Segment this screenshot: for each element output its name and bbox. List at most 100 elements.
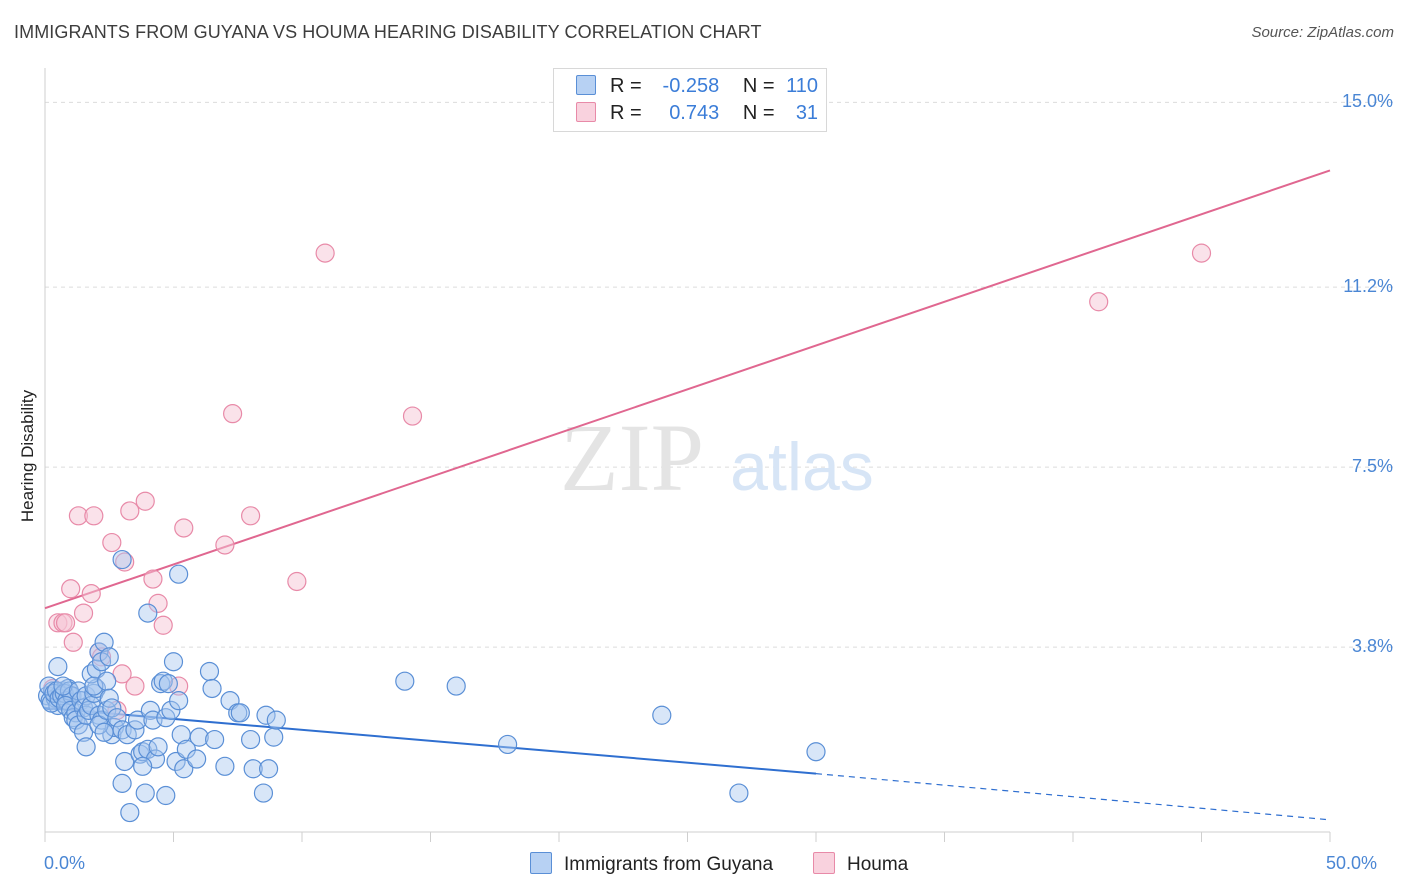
legend-row-guyana: R = -0.258 N = 110 [576,75,818,99]
legend-row-houma: R = 0.743 N = 31 [576,102,818,126]
guyana-point [806,742,826,762]
guyana-point [54,683,74,703]
guyana-point [161,700,181,720]
guyana-point [652,705,672,725]
guyana-point [189,727,209,747]
guyana-point [241,729,261,750]
houma-point [143,569,163,589]
legend-r-value-houma: 0.743 [669,102,720,124]
houma-point [84,506,104,526]
houma-point [135,491,155,511]
houma-trend-line [44,169,1331,610]
gridlines [45,101,1395,648]
guyana-point [135,783,155,803]
houma-point [287,571,307,592]
guyana-point [94,722,114,742]
guyana-point [163,652,184,672]
guyana-point [48,657,68,677]
guyana-point [99,647,119,667]
houma-point [215,535,235,555]
legend-r-value-guyana: -0.258 [662,75,720,97]
guyana-trend-extension [815,773,1331,821]
guyana-point [133,756,153,776]
watermark-zip: ZIP [560,404,704,511]
source-label: Source: ZipAtlas.com [1251,24,1394,41]
houma-point [1089,292,1109,312]
guyana-point [202,678,222,699]
guyana-point [76,737,96,757]
guyana-points [37,549,826,823]
guyana-point [258,759,279,779]
guyana-point [107,708,127,728]
legend-swatch-pink [576,102,596,122]
houma-point [315,243,335,263]
houma-point [148,593,168,613]
guyana-point [102,698,122,718]
guyana-point [498,734,518,755]
correlation-legend: R = -0.258 N = 110 R = 0.743 N = 31 [553,68,827,132]
guyana-point [153,671,173,691]
houma-point [174,518,194,538]
houma-point [1191,243,1212,263]
houma-point [402,406,423,426]
houma-point [102,532,122,553]
houma-point [125,676,145,696]
guyana-point [115,751,135,772]
houma-point [153,615,173,635]
houma-point [81,584,101,604]
houma-point [120,501,140,521]
guyana-point [112,773,132,793]
guyana-point [230,703,250,723]
guyana-point [215,756,235,776]
guyana-point [174,759,194,779]
legend-n-value-houma: 31 [795,102,819,124]
bottom-legend-houma: Houma [813,852,908,876]
guyana-point [97,700,117,720]
guyana-point [729,783,749,803]
x-tick-max: 50.0% [1326,853,1378,873]
guyana-point [256,705,276,725]
bottom-legend-swatch-blue [530,852,552,874]
guyana-point [120,802,140,823]
bottom-legend-guyana: Immigrants from Guyana [530,852,773,876]
guyana-point [112,549,132,570]
guyana-point [266,710,286,730]
guyana-point [86,678,107,699]
guyana-point [395,671,415,691]
guyana-point [156,785,176,806]
y-tick-label: 7.5% [1351,456,1393,477]
guyana-point [97,671,117,691]
x-tick-min: 0.0% [44,853,86,873]
y-tick-label: 15.0% [1341,91,1393,112]
houma-point [61,579,81,599]
guyana-point [138,603,158,623]
guyana-point [94,632,114,652]
guyana-point [158,674,178,694]
guyana-point [205,729,225,750]
guyana-point [264,727,284,747]
guyana-point [253,783,274,803]
y-tick-label: 3.8% [1351,636,1393,657]
guyana-point [243,759,263,779]
watermark-atlas: atlas [730,429,874,505]
houma-point [55,613,76,633]
guyana-point [76,686,96,706]
legend-n-value-guyana: 110 [786,75,819,97]
guyana-point [446,676,466,696]
houma-point [63,632,83,652]
guyana-point [53,676,73,696]
y-tick-label: 11.2% [1343,276,1393,297]
houma-point [115,552,135,572]
guyana-point [169,691,189,711]
houma-point [241,506,261,526]
guyana-point [176,739,196,759]
watermark: ZIP atlas [560,404,874,511]
bottom-legend-swatch-pink [813,852,835,874]
chart-title: IMMIGRANTS FROM GUYANA VS HOUMA HEARING … [14,22,762,42]
guyana-point [127,710,148,730]
houma-point [223,404,243,424]
guyana-point [199,661,220,682]
legend-swatch-blue [576,75,596,95]
guyana-point [148,737,168,757]
